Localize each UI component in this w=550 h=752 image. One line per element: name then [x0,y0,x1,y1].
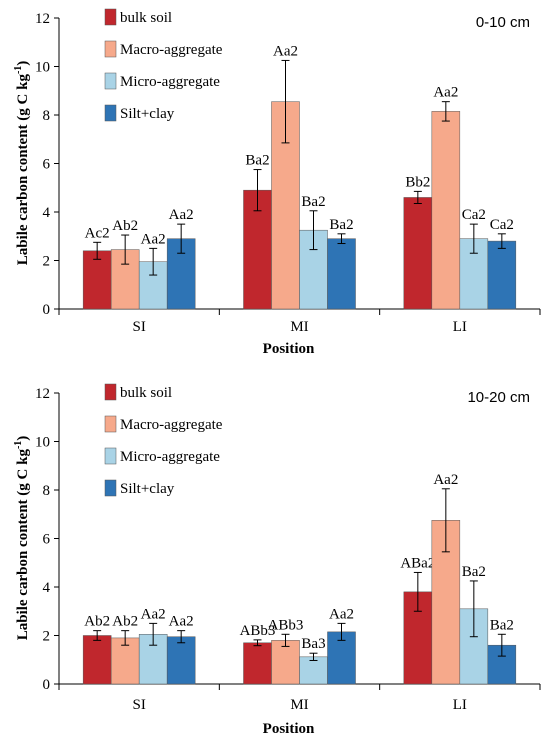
legend-swatch [104,104,117,122]
x-tick-label: MI [290,319,308,335]
bar [431,111,461,310]
data-label: Ba2 [301,194,325,210]
y-tick-label: 12 [35,11,50,27]
y-tick-label: 8 [43,108,51,124]
data-label: Aa2 [169,614,194,630]
data-label: Ac2 [85,225,110,241]
legend-swatch [104,40,117,58]
y-tick-label: 0 [43,677,51,693]
legend-swatch [104,447,117,465]
legend-swatch [104,415,117,433]
legend-entry: Silt+clay [120,106,175,122]
data-label: Aa2 [141,606,166,622]
y-tick-label: 4 [43,205,51,221]
data-label: Bb2 [405,174,430,190]
bar [166,636,196,685]
legend-entry: bulk soil [120,10,172,26]
x-tick-label: MI [290,697,308,713]
y-axis-title: Labile carbon content (g C kg-1) [13,436,31,641]
data-label: Aa2 [141,231,166,247]
y-tick-label: 0 [43,302,51,318]
data-label: Aa2 [329,606,354,622]
data-label: Ab2 [84,614,110,630]
data-label: Ba2 [329,217,353,233]
y-tick-label: 10 [35,60,50,76]
bar [487,240,517,310]
data-label: Aa2 [273,43,298,59]
data-label: Ba2 [462,564,486,580]
y-tick-label: 4 [43,580,51,596]
x-tick-label: LI [453,319,467,335]
bar [403,197,433,310]
y-tick-label: 6 [43,532,51,548]
legend-entry: Silt+clay [120,481,175,497]
legend-entry: Micro-aggregate [120,449,220,465]
y-tick-label: 10 [35,435,50,451]
y-axis-title: Labile carbon content (g C kg-1) [13,61,31,266]
data-label: Aa2 [169,207,194,223]
depth-annotation: 10-20 cm [467,389,530,406]
y-tick-label: 2 [43,629,51,645]
depth-annotation: 0-10 cm [476,14,530,31]
legend-entry: Micro-aggregate [120,74,220,90]
data-label: Aa2 [433,472,458,488]
data-label: Ba2 [490,617,514,633]
legend-entry: Macro-aggregate [120,42,223,58]
data-label: Ab2 [112,218,138,234]
y-tick-label: 8 [43,483,51,499]
legend-swatch [104,383,117,401]
x-tick-label: SI [132,319,145,335]
bar [82,635,112,685]
data-label: Ab2 [112,614,138,630]
legend-entry: Macro-aggregate [120,417,223,433]
bar [327,238,356,310]
x-axis-title: Position [263,341,315,357]
y-tick-label: 2 [43,254,51,270]
data-label: ABb3 [240,623,276,639]
x-tick-label: LI [453,697,467,713]
data-label: Ca2 [490,217,514,233]
data-label: ABa2 [400,555,435,571]
bar [243,642,272,685]
legend-swatch [104,8,117,26]
bar [82,250,112,310]
x-axis-title: Position [263,721,315,737]
bar [299,656,328,685]
x-tick-label: SI [132,697,145,713]
data-label: ABb3 [268,617,304,633]
legend-entry: bulk soil [120,385,172,401]
data-label: Ba2 [245,153,269,169]
data-label: Aa2 [433,85,458,101]
y-tick-label: 12 [35,386,50,402]
y-tick-label: 6 [43,157,51,173]
legend-swatch [104,72,117,90]
legend-swatch [104,479,117,497]
data-label: Ca2 [462,207,486,223]
data-label: Ba3 [301,636,325,652]
